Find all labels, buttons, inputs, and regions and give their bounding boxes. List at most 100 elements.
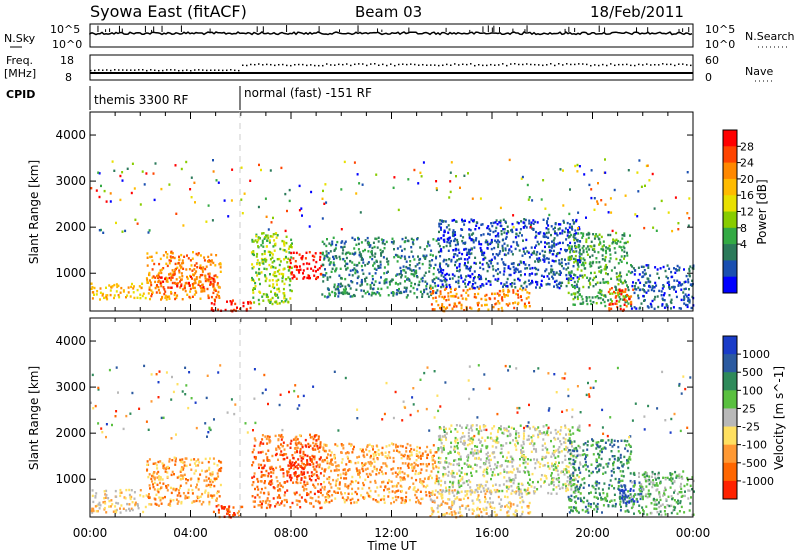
echo-cell [519,458,521,461]
echo-cell [427,242,430,245]
echo-cell [691,279,694,282]
echo-cell [436,507,439,510]
echo-cell [478,240,480,243]
echo-cell [323,449,326,453]
echo-cell [493,468,496,471]
echo-cell [678,266,681,269]
echo-cell [290,266,293,269]
echo-cell [383,501,386,504]
echo-cell [471,436,474,439]
echo-cell [524,246,527,250]
echo-cell [274,434,277,438]
echo-cell [357,487,360,490]
echo-cell [91,489,94,492]
echo-cell [568,247,571,250]
echo-cell [180,500,183,504]
echo-cell [623,298,626,301]
echo-cell [278,447,281,450]
echo-cell [247,302,250,305]
echo-cell [358,182,361,185]
echo-cell [494,257,497,260]
echo-cell [341,444,344,447]
echo-cell [181,474,184,477]
echo-cell [554,463,557,466]
echo-cell [595,302,598,305]
nave-dot [270,63,272,66]
echo-cell [283,294,286,297]
echo-cell [380,238,383,241]
echo-cell [370,454,372,458]
echo-cell [449,242,452,245]
nave-dot [114,69,116,71]
echo-cell [131,501,134,504]
echo-cell [553,273,556,276]
echo-cell [335,482,338,485]
echo-cell [212,261,215,265]
echo-cell [177,282,180,285]
echo-cell [371,470,374,473]
echo-cell [620,246,623,249]
echo-cell [497,254,500,257]
echo-cell [119,507,121,510]
echo-cell [192,274,195,277]
echo-cell [453,274,456,278]
echo-cell [579,461,581,464]
echo-cell [451,307,454,311]
echo-cell [570,226,573,230]
echo-cell [295,481,298,484]
echo-cell [652,226,655,229]
echo-cell [559,168,562,171]
echo-cell [137,504,139,507]
echo-cell [568,245,571,248]
echo-cell [608,260,611,263]
echo-cell [555,254,558,258]
echo-cell [301,462,304,465]
echo-cell [207,460,210,464]
echo-cell [400,453,403,456]
echo-cell [404,236,407,239]
sky-panel-frame [89,23,694,48]
echo-cell [480,304,483,307]
echo-cell [341,240,344,243]
echo-cell [420,457,422,460]
echo-cell [431,308,434,311]
echo-cell [484,303,486,307]
echo-cell [582,264,585,267]
echo-cell [634,269,637,272]
echo-cell [308,456,311,459]
echo-cell [486,451,489,454]
echo-cell [543,464,546,467]
echo-cell [207,477,210,480]
echo-cell [186,496,189,499]
echo-cell [456,269,459,272]
echo-cell [441,448,444,451]
echo-cell [264,474,267,477]
echo-cell [334,255,337,258]
colorbar-tick-label: 16 [740,189,754,202]
echo-cell [146,278,149,281]
echo-cell [175,278,178,281]
echo-cell [161,478,164,481]
nave-dot [238,69,240,72]
echo-cell [460,257,463,260]
echo-cell [302,457,305,460]
echo-cell [510,262,513,265]
echo-cell [454,295,457,298]
echo-cell [274,292,277,295]
echo-cell [344,292,347,295]
echo-cell [377,287,380,290]
echo-cell [259,500,262,503]
echo-cell [383,282,386,285]
echo-cell [670,275,673,279]
echo-cell [115,511,118,514]
echo-cell [283,498,286,502]
echo-cell [638,273,641,276]
echo-cell [370,294,373,297]
echo-cell [513,278,516,282]
echo-cell [403,290,406,294]
echo-cell [283,244,286,247]
echo-cell [139,489,142,492]
echo-cell [182,288,185,291]
echo-cell [582,245,585,248]
echo-cell [146,468,149,471]
